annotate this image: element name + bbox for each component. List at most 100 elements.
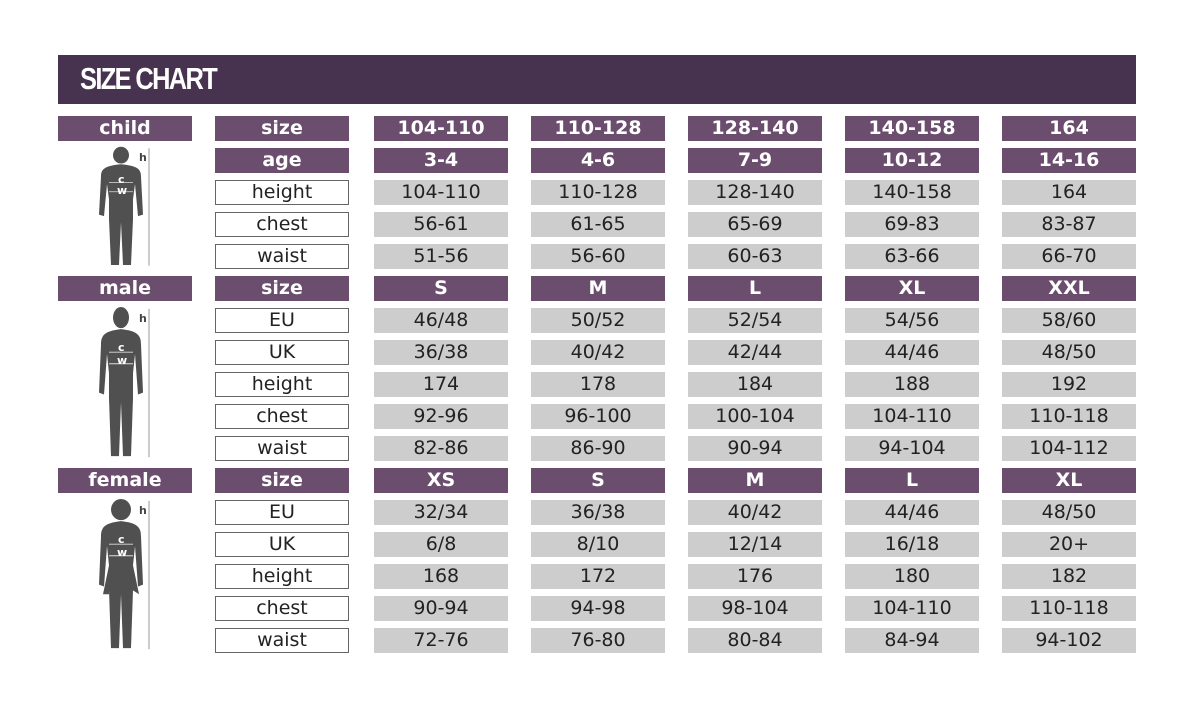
table-cell: 104-110 xyxy=(374,180,508,205)
table-cell: 36/38 xyxy=(531,500,665,525)
row-label-height: height xyxy=(215,564,349,589)
table-cell: 4-6 xyxy=(531,148,665,173)
table-cell: L xyxy=(845,468,979,493)
row-label-chest: chest xyxy=(215,596,349,621)
table-cell: 128-140 xyxy=(688,116,822,141)
table-cell: 192 xyxy=(1002,372,1136,397)
table-cell: 40/42 xyxy=(531,340,665,365)
table-cell: 48/50 xyxy=(1002,340,1136,365)
chest-marker-label: c xyxy=(118,340,125,354)
table-cell: 46/48 xyxy=(374,308,508,333)
table-cell: 82-86 xyxy=(374,436,508,461)
table-cell: 69-83 xyxy=(845,212,979,237)
table-cell: 54/56 xyxy=(845,308,979,333)
height-marker-label: h xyxy=(139,503,147,517)
row-label-uk: UK xyxy=(215,340,349,365)
table-cell: 140-158 xyxy=(845,180,979,205)
row-label-waist: waist xyxy=(215,244,349,269)
table-cell: 140-158 xyxy=(845,116,979,141)
table-cell: 110-118 xyxy=(1002,404,1136,429)
table-cell: 42/44 xyxy=(688,340,822,365)
table-cell: 94-98 xyxy=(531,596,665,621)
table-cell: 110-128 xyxy=(531,116,665,141)
row-label-age: age xyxy=(215,148,349,173)
table-cell: L xyxy=(688,276,822,301)
table-cell: 176 xyxy=(688,564,822,589)
row-label-eu: EU xyxy=(215,308,349,333)
table-cell: 90-94 xyxy=(374,596,508,621)
row-label-waist: waist xyxy=(215,436,349,461)
table-cell: 10-12 xyxy=(845,148,979,173)
table-cell: 96-100 xyxy=(531,404,665,429)
chest-marker-label: c xyxy=(118,532,125,546)
row-label-chest: chest xyxy=(215,212,349,237)
table-cell: XL xyxy=(845,276,979,301)
table-cell: 90-94 xyxy=(688,436,822,461)
row-label-height: height xyxy=(215,180,349,205)
table-cell: 7-9 xyxy=(688,148,822,173)
male-body-figure-icon: h c w xyxy=(95,306,165,464)
section-label-child: child xyxy=(58,116,192,141)
row-label-eu: EU xyxy=(215,500,349,525)
title-bar: SIZE CHART xyxy=(58,55,1136,104)
table-cell: 104-110 xyxy=(374,116,508,141)
section-label-male: male xyxy=(58,276,192,301)
table-cell: M xyxy=(531,276,665,301)
table-cell: 104-110 xyxy=(845,596,979,621)
table-cell: 110-118 xyxy=(1002,596,1136,621)
chest-marker-label: c xyxy=(118,173,125,187)
waist-marker-label: w xyxy=(117,354,128,368)
table-cell: 60-63 xyxy=(688,244,822,269)
table-cell: XXL xyxy=(1002,276,1136,301)
table-cell: 100-104 xyxy=(688,404,822,429)
table-cell: 44/46 xyxy=(845,340,979,365)
row-label-chest: chest xyxy=(215,404,349,429)
table-cell: 36/38 xyxy=(374,340,508,365)
row-label-size: size xyxy=(215,116,349,141)
height-marker-label: h xyxy=(139,150,147,164)
row-label-size: size xyxy=(215,276,349,301)
table-cell: 104-112 xyxy=(1002,436,1136,461)
table-cell: 104-110 xyxy=(845,404,979,429)
female-body-figure-icon: h c w xyxy=(95,498,165,656)
table-cell: 80-84 xyxy=(688,628,822,653)
height-marker-label: h xyxy=(139,311,147,325)
table-cell: 172 xyxy=(531,564,665,589)
row-label-waist: waist xyxy=(215,628,349,653)
table-cell: 76-80 xyxy=(531,628,665,653)
table-cell: 92-96 xyxy=(374,404,508,429)
table-cell: 56-60 xyxy=(531,244,665,269)
table-cell: XS xyxy=(374,468,508,493)
table-cell: 58/60 xyxy=(1002,308,1136,333)
table-cell: 50/52 xyxy=(531,308,665,333)
table-cell: 180 xyxy=(845,564,979,589)
section-label-female: female xyxy=(58,468,192,493)
table-cell: 14-16 xyxy=(1002,148,1136,173)
table-cell: 8/10 xyxy=(531,532,665,557)
row-label-height: height xyxy=(215,372,349,397)
table-cell: 12/14 xyxy=(688,532,822,557)
table-cell: 61-65 xyxy=(531,212,665,237)
table-cell: 20+ xyxy=(1002,532,1136,557)
table-cell: 174 xyxy=(374,372,508,397)
table-cell: 94-104 xyxy=(845,436,979,461)
table-cell: 40/42 xyxy=(688,500,822,525)
table-cell: S xyxy=(374,276,508,301)
table-cell: 16/18 xyxy=(845,532,979,557)
table-cell: 184 xyxy=(688,372,822,397)
waist-marker-label: w xyxy=(117,546,128,560)
table-cell: 98-104 xyxy=(688,596,822,621)
table-cell: 178 xyxy=(531,372,665,397)
table-cell: 168 xyxy=(374,564,508,589)
row-label-size: size xyxy=(215,468,349,493)
table-cell: 52/54 xyxy=(688,308,822,333)
table-cell: 164 xyxy=(1002,116,1136,141)
table-cell: 6/8 xyxy=(374,532,508,557)
table-cell: S xyxy=(531,468,665,493)
table-cell: 51-56 xyxy=(374,244,508,269)
table-cell: 44/46 xyxy=(845,500,979,525)
table-cell: 63-66 xyxy=(845,244,979,269)
table-cell: 164 xyxy=(1002,180,1136,205)
table-cell: 128-140 xyxy=(688,180,822,205)
waist-marker-label: w xyxy=(117,184,128,198)
